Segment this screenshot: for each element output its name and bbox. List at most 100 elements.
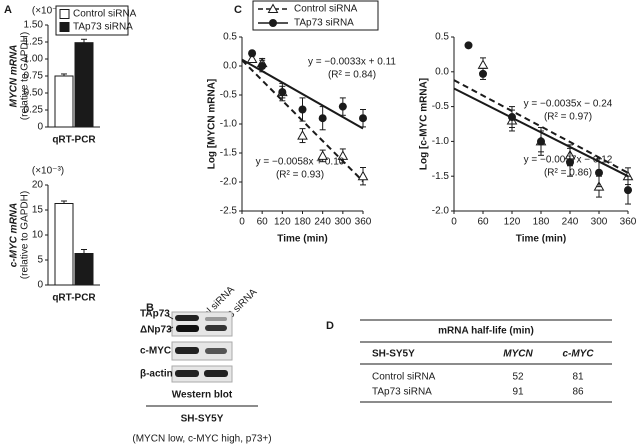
bar [54, 75, 74, 128]
band [204, 370, 228, 377]
point [248, 49, 257, 58]
y-tick-label: -1.0 [220, 119, 238, 130]
band [175, 315, 199, 321]
x-tick-label: 0 [239, 217, 245, 228]
x-tick-label: 0 [451, 217, 457, 228]
y-tick-label: -1.5 [220, 148, 238, 159]
row-label: β-actin [140, 369, 173, 380]
bar [54, 203, 74, 286]
table-title: mRNA half-life (min) [438, 326, 534, 337]
cell-line: SH-SY5Y [181, 414, 224, 425]
bar [74, 253, 94, 286]
x-tick-label: 240 [562, 217, 579, 228]
y-tick-label: 0 [37, 122, 43, 133]
x-axis-label: Time (min) [516, 234, 566, 245]
y-axis-label: MYCN mRNA [9, 45, 20, 108]
pointer [167, 326, 174, 331]
panel-label: A [4, 4, 12, 16]
row-label: ΔNp73 [140, 325, 172, 336]
y-axis-label: c-MYC mRNA [9, 203, 20, 267]
x-tick-label: 60 [257, 217, 269, 228]
y-tick-label: -1.0 [432, 136, 450, 147]
fit-r2: (R² = 0.86) [544, 168, 592, 179]
point [246, 53, 258, 64]
blot-strip [171, 341, 233, 361]
y-tick-label: 0.0 [435, 66, 449, 77]
cell: Control siRNA [372, 372, 436, 383]
point [479, 69, 487, 78]
y-tick-label: 0 [37, 280, 43, 291]
legend-swatch [59, 22, 70, 32]
legend-swatch [59, 9, 70, 19]
y-tick-label: 5 [37, 255, 43, 266]
cell-note: (MYCN low, c-MYC high, p73+) [132, 434, 271, 445]
point [258, 62, 267, 70]
x-axis-label: Time (min) [277, 234, 327, 245]
x-tick-label: 240 [314, 217, 331, 228]
y-tick-label: 20 [32, 180, 44, 191]
y-tick-label: -1.5 [432, 171, 450, 182]
y-tick-label: 15 [32, 205, 44, 216]
y-tick-label: 0.5 [223, 32, 237, 43]
fit-equation: y = −0.0058x + 0.10 [256, 157, 345, 168]
header-cell: c-MYC [562, 349, 594, 360]
cell: 52 [512, 372, 524, 383]
x-tick-label: 180 [294, 217, 311, 228]
point [537, 137, 545, 146]
fit-r2: (R² = 0.97) [544, 112, 592, 123]
point [477, 59, 489, 69]
y-tick-label: 0.0 [223, 61, 237, 72]
legend-marker [267, 3, 279, 13]
x-tick-label: 120 [504, 217, 521, 228]
y-tick-label: -2.0 [432, 206, 450, 217]
y-tick-label: 0.5 [435, 32, 449, 43]
row-label: c-MYC [140, 346, 171, 357]
band [175, 370, 199, 377]
x-tick-label: qRT-PCR [52, 293, 96, 304]
y-tick-label: 0.50 [24, 88, 44, 99]
point [318, 114, 327, 123]
fit-equation: y = −0.0035x − 0.24 [524, 99, 613, 110]
y-tick-label: -0.5 [432, 101, 450, 112]
x-tick-label: 300 [334, 217, 351, 228]
panel-label: D [326, 320, 334, 332]
table: mRNA half-life (min) SH-SY5Y MYCN c-MYC … [360, 319, 612, 403]
axis-multiplier: (×10⁻³) [32, 6, 64, 17]
band [176, 325, 199, 332]
row-label: TAp73 [140, 309, 170, 320]
point [359, 114, 367, 123]
y-axis-label: (relative to GAPDH) [20, 191, 31, 279]
y-tick-label: 1.25 [24, 37, 44, 48]
point [298, 105, 307, 114]
cell: 91 [512, 387, 524, 398]
band [175, 347, 199, 354]
point [508, 113, 516, 122]
y-tick-label: -2.0 [220, 177, 238, 188]
band [205, 348, 227, 354]
legend-marker [269, 19, 277, 27]
point [566, 158, 574, 167]
x-tick-label: qRT-PCR [52, 135, 96, 146]
fit-r2: (R² = 0.84) [328, 70, 376, 81]
point [317, 150, 329, 160]
blot: Control siRNA TAp73 siRNA TAp73 ΔNp73 c-… [132, 284, 271, 444]
header-cell: SH-SY5Y [372, 349, 415, 360]
y-tick-label: -0.5 [220, 90, 238, 101]
x-tick-label: 360 [620, 217, 637, 228]
legend-label: Control siRNA [294, 4, 358, 15]
cell: TAp73 siRNA [372, 387, 432, 398]
y-tick-label: -2.5 [220, 206, 238, 217]
point [337, 150, 349, 160]
fit-r2: (R² = 0.93) [276, 170, 324, 181]
point [624, 186, 632, 195]
y-tick-label: 10 [32, 230, 44, 241]
y-axis-label: (relative to GAPDH) [20, 32, 31, 120]
band [205, 325, 227, 331]
y-tick-label: 0.25 [24, 105, 44, 116]
point [297, 130, 308, 140]
x-tick-label: 360 [355, 217, 372, 228]
y-tick-label: 1.00 [24, 54, 44, 65]
bar [74, 42, 94, 128]
cell: 86 [572, 387, 584, 398]
